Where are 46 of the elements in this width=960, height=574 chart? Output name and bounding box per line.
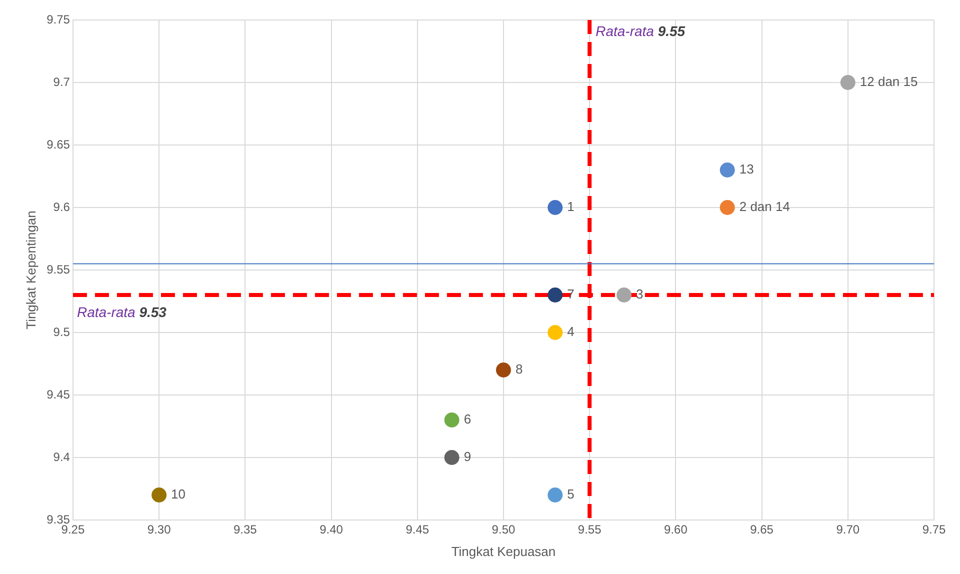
series-label: 7 <box>567 286 574 302</box>
series-label: 13 <box>739 162 754 177</box>
y-axis-title: Tingkat Kepentingan <box>23 210 38 330</box>
point <box>720 200 735 215</box>
x-tick-label: 9.60 <box>664 522 688 537</box>
x-tick-label: 9.70 <box>836 522 860 537</box>
series-label: 2 dan 14 <box>739 199 790 214</box>
series-label: 9 <box>464 449 472 464</box>
y-tick-label: 9.5 <box>53 324 70 339</box>
point <box>616 288 632 302</box>
series-label: 6 <box>464 412 472 427</box>
y-tick-label: 9.6 <box>53 200 70 214</box>
point <box>548 288 563 302</box>
point <box>840 75 856 90</box>
x-tick-label: 9.45 <box>406 522 430 537</box>
y-tick-label: 9.45 <box>46 387 70 402</box>
x-tick-label: 9.65 <box>750 522 774 537</box>
x-tick-label: 9.30 <box>147 522 172 537</box>
series-label: 8 <box>515 362 523 377</box>
y-tick-label: 9.75 <box>46 12 70 26</box>
x-tick-label: 9.40 <box>320 522 344 537</box>
ref-line-label: Rata-rata 9.53 <box>76 304 167 320</box>
series-label: 1 <box>567 199 574 214</box>
y-tick-label: 9.7 <box>53 74 70 89</box>
series-label: 12 dan 15 <box>860 74 918 90</box>
point <box>444 450 460 465</box>
point <box>720 162 735 178</box>
x-axis-title: Tingkat Kepuasan <box>451 544 556 559</box>
point <box>496 362 511 378</box>
point <box>548 325 563 340</box>
series-label: 10 <box>171 486 186 502</box>
y-tick-label: 9.65 <box>46 137 70 152</box>
x-tick-label: 9.50 <box>492 522 516 537</box>
point <box>548 488 563 502</box>
series-label: 3 <box>636 286 644 302</box>
x-tick-label: 9.55 <box>578 522 602 537</box>
ref-line-label: Rata-rata 9.55 <box>596 22 686 39</box>
point <box>548 200 563 215</box>
point <box>152 488 167 502</box>
series-label: 5 <box>567 486 574 502</box>
x-tick-label: 9.35 <box>233 522 258 537</box>
y-tick-label: 9.4 <box>53 450 70 464</box>
series-label: 4 <box>567 324 574 340</box>
point <box>444 412 460 428</box>
x-tick-label: 9.75 <box>922 522 946 537</box>
y-tick-label: 9.55 <box>46 262 70 276</box>
